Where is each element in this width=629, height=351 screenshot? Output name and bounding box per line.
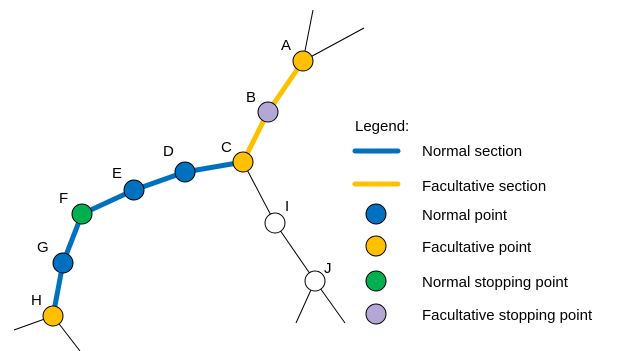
- legend-normal-stopping-point-label: Normal stopping point: [422, 274, 569, 291]
- node-label-c: C: [221, 139, 232, 156]
- node-e-normal-point[interactable]: [123, 179, 145, 201]
- node-label-e: E: [112, 165, 122, 182]
- node-label-j: J: [324, 260, 332, 277]
- node-label-a: A: [281, 37, 291, 54]
- node-b-facultative-stopping-point[interactable]: [257, 101, 279, 123]
- node-d-normal-point[interactable]: [174, 161, 196, 183]
- node-c-facultative-point[interactable]: [232, 151, 254, 173]
- node-f-normal-stopping-point[interactable]: [71, 203, 93, 225]
- legend-facultative-point-label: Facultative point: [422, 239, 532, 256]
- legend-normal-stopping-point-swatch: [365, 270, 387, 292]
- node-a-facultative-point[interactable]: [292, 50, 314, 72]
- legend: Legend: Normal section Facultative secti…: [352, 118, 593, 325]
- node-label-b: B: [246, 89, 256, 106]
- node-i-free-point[interactable]: [264, 212, 286, 234]
- legend-facultative-section-label: Facultative section: [422, 178, 546, 195]
- legend-normal-section-label: Normal section: [422, 143, 522, 160]
- node-label-d: D: [163, 143, 174, 160]
- node-g-normal-point[interactable]: [52, 252, 74, 274]
- legend-facultative-stopping-point-label: Facultative stopping point: [422, 307, 593, 324]
- legend-normal-point-swatch: [365, 203, 387, 225]
- branch-i-j: [274, 222, 316, 282]
- legend-facultative-point-swatch: [365, 235, 387, 257]
- node-h-facultative-point[interactable]: [42, 305, 64, 327]
- legend-title: Legend:: [355, 118, 409, 135]
- node-label-f: F: [59, 190, 68, 207]
- node-label-h: H: [31, 292, 42, 309]
- branch-c-i: [242, 161, 276, 224]
- normal-section-line: [50, 159, 246, 319]
- node-label-g: G: [37, 239, 49, 256]
- legend-normal-point-label: Normal point: [422, 207, 508, 224]
- node-label-i: I: [285, 198, 289, 215]
- route-nodes: [42, 50, 326, 327]
- branch-a-right: [302, 27, 365, 62]
- legend-facultative-stopping-point-swatch: [365, 303, 387, 325]
- node-j-free-point[interactable]: [304, 270, 326, 292]
